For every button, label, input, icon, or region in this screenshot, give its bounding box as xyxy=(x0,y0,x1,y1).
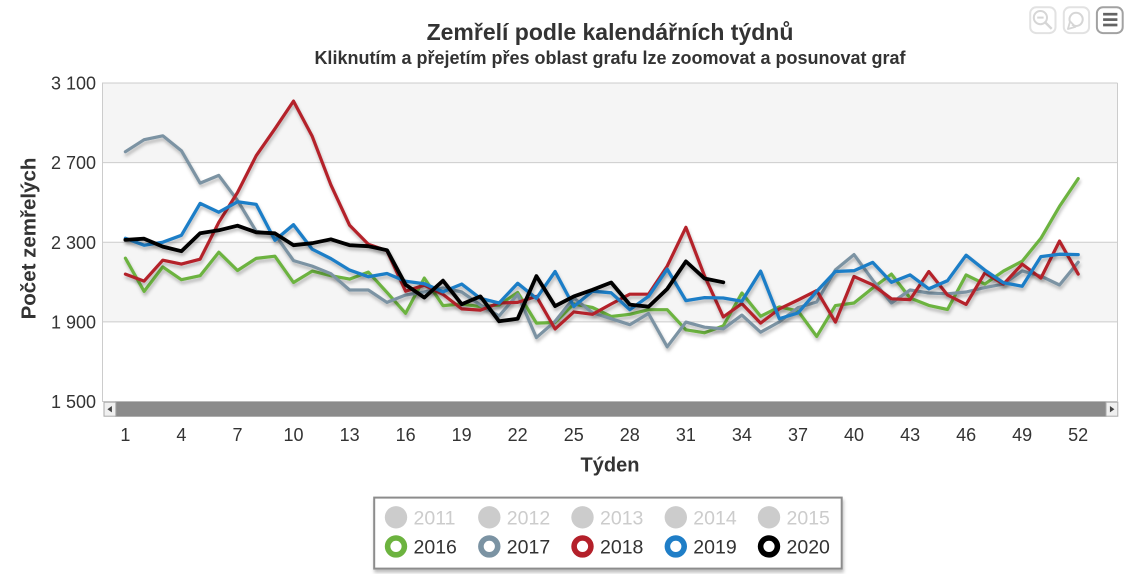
svg-text:Kliknutím a přejetím přes obla: Kliknutím a přejetím přes oblast grafu l… xyxy=(314,48,906,68)
svg-text:2013: 2013 xyxy=(600,507,643,529)
svg-text:19: 19 xyxy=(452,425,472,445)
svg-text:1 500: 1 500 xyxy=(51,392,96,412)
svg-text:34: 34 xyxy=(732,425,752,445)
svg-text:2011: 2011 xyxy=(414,507,456,529)
svg-text:46: 46 xyxy=(956,425,976,445)
svg-text:7: 7 xyxy=(232,425,242,445)
svg-text:2015: 2015 xyxy=(787,507,831,529)
svg-text:31: 31 xyxy=(676,425,696,445)
svg-text:2018: 2018 xyxy=(600,536,643,558)
svg-text:4: 4 xyxy=(176,425,186,445)
svg-text:22: 22 xyxy=(508,425,528,445)
svg-text:1 900: 1 900 xyxy=(51,312,96,332)
svg-text:3 100: 3 100 xyxy=(51,74,96,94)
svg-text:25: 25 xyxy=(564,425,584,445)
svg-text:1: 1 xyxy=(120,425,130,445)
svg-text:2 300: 2 300 xyxy=(51,233,96,253)
svg-text:2017: 2017 xyxy=(507,536,550,558)
svg-text:2014: 2014 xyxy=(693,507,737,529)
svg-text:2016: 2016 xyxy=(414,536,457,558)
svg-text:Zemřelí podle kalendářních týd: Zemřelí podle kalendářních týdnů xyxy=(427,19,794,45)
svg-text:2012: 2012 xyxy=(507,507,550,529)
svg-text:52: 52 xyxy=(1068,425,1088,445)
svg-text:10: 10 xyxy=(283,425,303,445)
svg-text:2019: 2019 xyxy=(693,536,736,558)
svg-text:2 700: 2 700 xyxy=(51,153,96,173)
svg-text:40: 40 xyxy=(844,425,864,445)
svg-text:Týden: Týden xyxy=(581,455,640,477)
svg-text:37: 37 xyxy=(788,425,808,445)
svg-text:Počet zemřelých: Počet zemřelých xyxy=(18,158,41,320)
svg-text:16: 16 xyxy=(396,425,416,445)
svg-text:28: 28 xyxy=(620,425,640,445)
svg-text:49: 49 xyxy=(1012,425,1032,445)
svg-text:2020: 2020 xyxy=(787,536,831,558)
svg-text:13: 13 xyxy=(340,425,360,445)
svg-text:43: 43 xyxy=(900,425,920,445)
